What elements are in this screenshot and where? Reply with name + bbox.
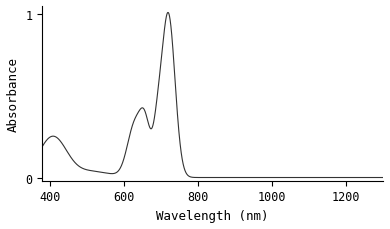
X-axis label: Wavelength (nm): Wavelength (nm) [156, 209, 269, 222]
Y-axis label: Absorbance: Absorbance [7, 57, 20, 131]
